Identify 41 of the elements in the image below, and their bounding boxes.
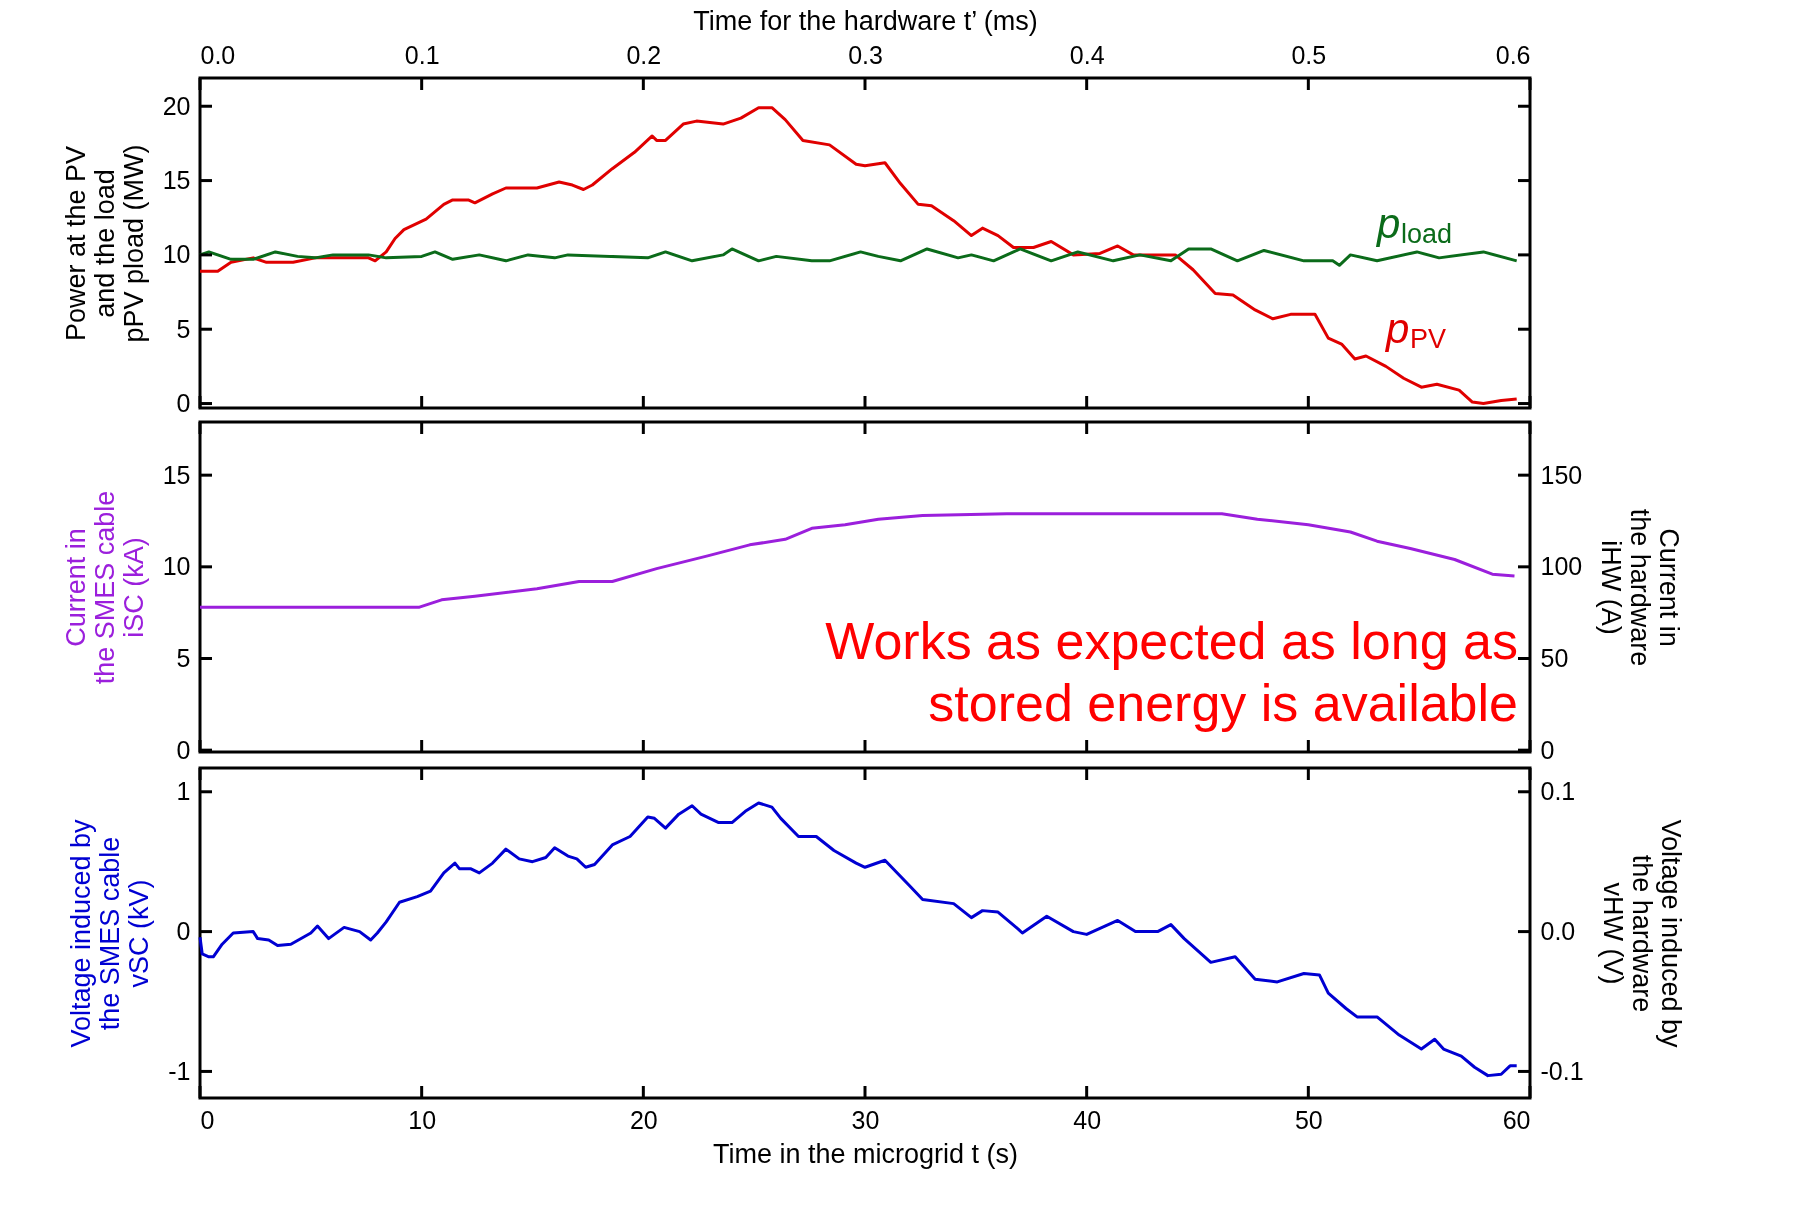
x-tick-label: 10 <box>408 1105 437 1134</box>
x-tick-label: 20 <box>629 1105 658 1134</box>
x2-tick-label: 0.1 <box>404 40 440 69</box>
y-tick-label: 0 <box>176 735 191 764</box>
x2-tick-label: 0.6 <box>1495 40 1531 69</box>
annotation: Works as expected as long as stored energy is available <box>825 612 1518 732</box>
y-tick-label: 10 <box>162 552 191 581</box>
x2-tick-label: 0.4 <box>1069 40 1105 69</box>
y-tick-label: 15 <box>162 460 191 489</box>
y-axis-title: Voltage induced by the SMES cable vSC (kV) <box>66 818 155 1048</box>
y2-tick-label: 0.1 <box>1540 777 1576 806</box>
x2-tick-label: 0.0 <box>200 40 236 69</box>
y-tick-label: 5 <box>176 314 191 343</box>
y2-tick-label: 0 <box>1540 735 1555 764</box>
x2-tick-label: 0.2 <box>626 40 662 69</box>
x-tick-label: 50 <box>1294 1105 1323 1134</box>
y-tick-label: 1 <box>176 777 191 806</box>
y-axis-title: Power at the PV and the load pPV pload (MW) <box>60 144 149 343</box>
x2-tick-label: 0.3 <box>848 40 883 69</box>
y-axis-title: Current in the SMES cable iSC (kA) <box>60 490 149 685</box>
y-tick-label: 0 <box>176 917 191 946</box>
y-tick-label: 15 <box>162 166 191 195</box>
x-tick-label: 0 <box>200 1105 215 1134</box>
y2-tick-label: 150 <box>1540 460 1583 489</box>
x-axis-title: Time in the microgrid t (s) <box>712 1138 1019 1169</box>
y2-axis-title: Current in the hardware iHW (A) <box>1596 508 1685 667</box>
y2-tick-label: 0.0 <box>1540 917 1576 946</box>
x-tick-label: 30 <box>851 1105 880 1134</box>
y-tick-label: 10 <box>162 240 191 269</box>
y-tick-label: 20 <box>162 91 191 120</box>
y-tick-label: 0 <box>176 389 191 418</box>
y2-tick-label: -0.1 <box>1540 1056 1584 1085</box>
x-tick-label: 40 <box>1073 1105 1102 1134</box>
y2-tick-label: 100 <box>1540 552 1583 581</box>
y-tick-label: 5 <box>176 644 191 672</box>
x2-tick-label: 0.5 <box>1291 40 1327 69</box>
x2-axis-title: Time for the hardware t’ (ms) <box>693 5 1038 36</box>
y-tick-label: -1 <box>168 1056 191 1085</box>
y2-tick-label: 50 <box>1540 644 1569 672</box>
y2-axis-title: Voltage induced by the hardware vHW (V) <box>1597 819 1686 1049</box>
x-tick-label: 60 <box>1502 1105 1531 1134</box>
